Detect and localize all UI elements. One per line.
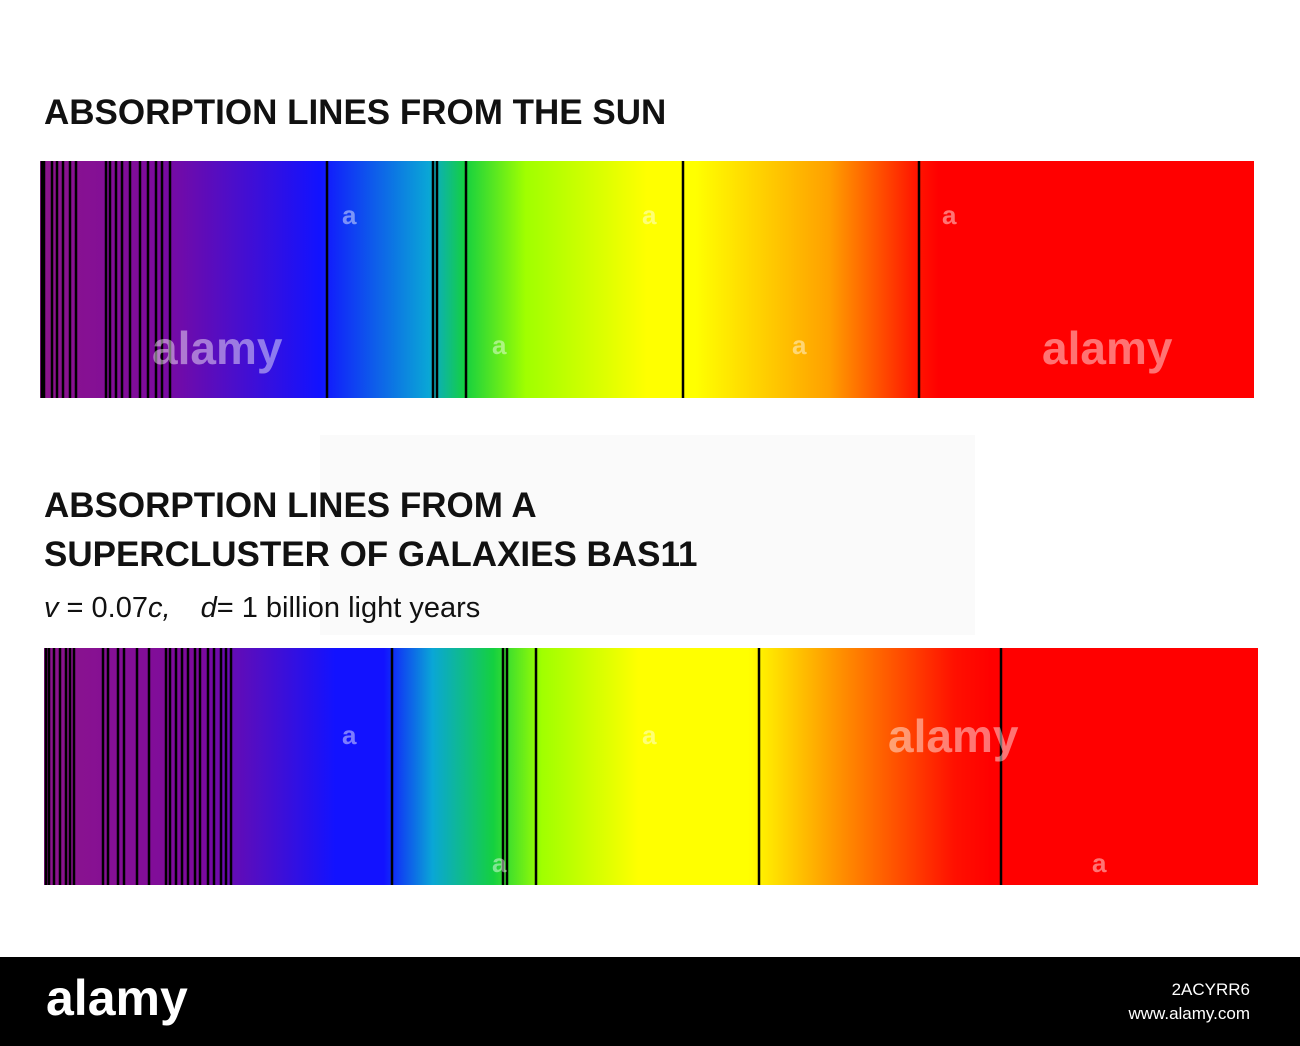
title: SUPERCLUSTER OF GALAXIES BAS11	[44, 535, 697, 574]
footer-brand: alamy	[46, 970, 188, 1026]
watermark: a	[942, 200, 957, 230]
watermark: a	[1092, 848, 1107, 878]
subtitle: v = 0.07c, d= 1 billion light years	[44, 592, 480, 624]
watermark: a	[642, 200, 657, 230]
footer-bar	[0, 957, 1300, 1046]
sun-spectrum	[40, 161, 1254, 398]
watermark: a	[492, 848, 507, 878]
watermark: alamy	[1042, 322, 1173, 374]
galaxy-absorption-lines	[44, 648, 1003, 885]
image-id: 2ACYRR6	[1172, 980, 1250, 999]
galaxy-spectrum	[44, 648, 1258, 885]
title: ABSORPTION LINES FROM THE SUN	[44, 93, 666, 132]
watermark: alamy	[888, 710, 1019, 762]
watermark: a	[492, 330, 507, 360]
faint-watermark-box	[320, 435, 975, 635]
sun-absorption-lines	[40, 161, 921, 398]
url: www.alamy.com	[1127, 1004, 1250, 1023]
watermark: alamy	[152, 322, 283, 374]
title: ABSORPTION LINES FROM A	[44, 486, 537, 525]
watermark: a	[342, 720, 357, 750]
watermark: a	[642, 720, 657, 750]
watermark: a	[792, 330, 807, 360]
watermark: a	[342, 200, 357, 230]
